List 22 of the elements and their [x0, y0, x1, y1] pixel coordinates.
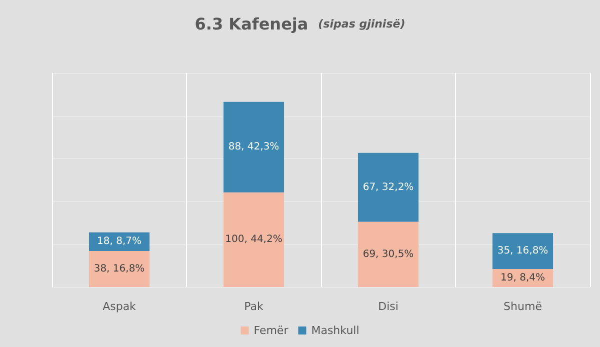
- legend-label: Femër: [254, 324, 289, 337]
- data-label: 69, 30,5%: [362, 248, 414, 260]
- data-label: 35, 16,8%: [497, 246, 548, 257]
- bar: [358, 152, 419, 222]
- x-tick-label: Aspak: [102, 300, 137, 313]
- bar: [88, 251, 150, 287]
- chart-title: 6.3 Kafeneja: [194, 14, 308, 34]
- data-label: 38, 16,8%: [94, 264, 145, 275]
- chart-subtitle: (sipas gjinisë): [318, 18, 406, 30]
- bar: [358, 222, 419, 287]
- data-label: 19, 8,4%: [500, 272, 545, 284]
- bar: [223, 102, 284, 192]
- data-label: 100, 44,2%: [225, 234, 282, 246]
- data-label: 67, 32,2%: [362, 182, 414, 193]
- bar: [492, 233, 554, 270]
- x-tick-label: Pak: [244, 300, 264, 313]
- x-tick-label: Disi: [378, 300, 398, 313]
- data-label: 18, 8,7%: [97, 236, 142, 248]
- data-label: 88, 42,3%: [228, 142, 280, 153]
- x-tick-label: Shumë: [504, 300, 542, 313]
- bar: [223, 192, 284, 287]
- legend-label: Mashkull: [311, 324, 360, 337]
